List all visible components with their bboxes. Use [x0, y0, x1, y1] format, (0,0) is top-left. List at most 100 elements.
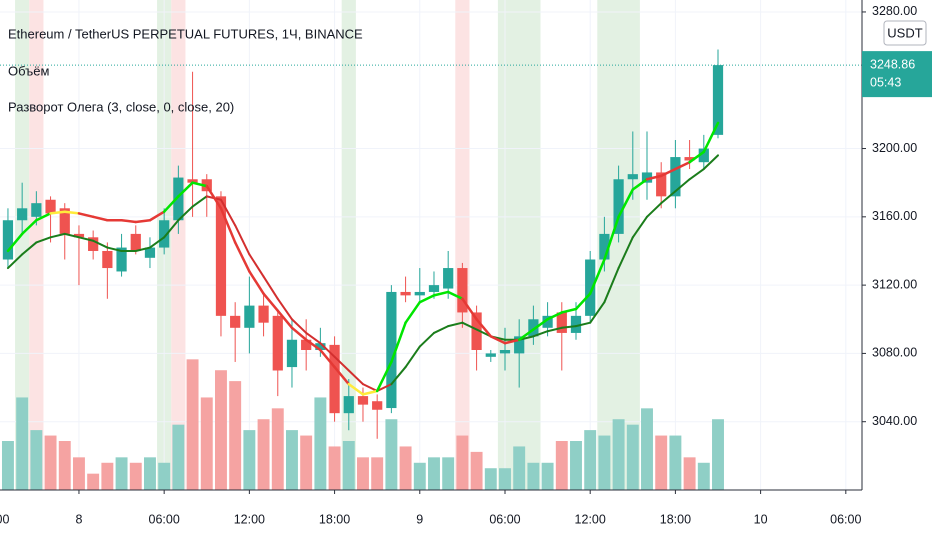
time-axis-bg	[0, 490, 932, 550]
slow-line	[148, 236, 166, 249]
candle-body	[528, 319, 539, 337]
fast-line	[276, 309, 294, 330]
candle-body	[187, 179, 198, 183]
slow-line	[276, 297, 293, 321]
fast-line	[148, 210, 166, 222]
y-tick-label: 3200.00	[872, 141, 917, 155]
candle-body	[698, 148, 709, 163]
y-tick-label: 3160.00	[872, 209, 917, 223]
indicator-label: Разворот Олега (3, close, 0, close, 20)	[8, 99, 234, 114]
volume-bar	[72, 457, 85, 490]
fast-line	[645, 174, 663, 181]
fast-line	[617, 188, 635, 219]
fast-line	[475, 318, 493, 338]
slow-line	[660, 190, 677, 205]
slow-line	[574, 321, 592, 328]
currency-box[interactable]	[883, 20, 927, 46]
volume-bar	[428, 457, 440, 490]
indicator-label: Объём	[8, 63, 49, 78]
slow-line	[92, 239, 109, 249]
candle-body	[684, 157, 695, 161]
slow-line	[432, 325, 450, 334]
candle-body	[627, 174, 638, 180]
candle-body	[514, 336, 525, 354]
volume-bar	[328, 446, 341, 490]
slow-line	[191, 195, 208, 208]
last-price-label: 3248.86	[870, 57, 915, 71]
volume-bar	[101, 462, 114, 490]
axes: 3040.00 3080.00 3120.00 3160.00 3200.00 3280.…	[0, 4, 932, 526]
candle-body	[670, 157, 681, 197]
fast-line	[347, 382, 365, 396]
slow-line	[546, 326, 563, 333]
fast-line	[588, 258, 606, 295]
candle-body	[102, 250, 113, 269]
candle-body	[215, 196, 227, 316]
slow-line	[688, 168, 705, 181]
slow-line	[163, 219, 180, 239]
fast-line	[248, 270, 265, 295]
fast-line	[702, 121, 720, 154]
candle-body	[414, 291, 425, 296]
volume-bar	[257, 419, 270, 490]
chart-title: Ethereum / TetherUS PERPETUAL FUTURES, 1…	[8, 26, 363, 41]
volume-bar	[456, 435, 469, 490]
candle-body	[173, 177, 184, 221]
candle-body	[471, 312, 482, 350]
slow-line	[674, 178, 691, 193]
fast-line	[20, 218, 38, 236]
volume-bar	[669, 435, 682, 490]
fast-line	[560, 307, 578, 314]
signal-band	[497, 0, 541, 490]
fast-line	[162, 195, 180, 213]
fast-line	[503, 338, 521, 345]
volume-bar	[186, 359, 199, 490]
slow-line	[234, 224, 251, 256]
candle-body	[244, 305, 255, 328]
fast-line	[390, 321, 407, 364]
fast-line	[361, 389, 379, 396]
candle-body	[159, 220, 170, 248]
fast-line	[233, 241, 251, 273]
volume-bar	[612, 419, 625, 490]
candle-body	[301, 339, 312, 350]
slow-line	[347, 369, 364, 386]
fast-line	[49, 210, 67, 215]
candle-body	[556, 312, 567, 333]
volume-bar	[399, 446, 412, 490]
volume-bar	[271, 408, 284, 490]
currency[interactable]: USDT	[887, 25, 922, 40]
candle-body	[372, 401, 383, 410]
volume-bar	[683, 457, 696, 490]
candle-body	[443, 268, 454, 289]
volume-bar	[413, 462, 426, 490]
fast-line	[319, 348, 336, 369]
candle-body	[73, 233, 85, 238]
fast-line	[546, 311, 564, 321]
volume-bar	[16, 397, 29, 490]
candle-body	[542, 315, 553, 328]
fast-line	[404, 300, 422, 324]
volume-bar	[172, 424, 185, 490]
slow-line	[617, 236, 634, 270]
volume-bar	[555, 441, 568, 490]
fast-line	[262, 292, 280, 312]
slow-line	[319, 342, 336, 358]
volume-bar	[158, 462, 171, 490]
candle-body	[116, 247, 127, 272]
volume-bar	[44, 435, 57, 490]
candle-body	[599, 233, 610, 260]
candle-body	[400, 291, 411, 296]
slow-line	[404, 345, 421, 369]
fast-line	[120, 218, 138, 224]
fast-line	[191, 181, 209, 188]
y-tick-label: 3280.00	[872, 4, 917, 18]
slow-line	[645, 202, 663, 218]
candle-body	[457, 268, 468, 313]
volume-bar	[470, 451, 483, 490]
candle-body	[386, 291, 397, 409]
fast-line	[688, 150, 706, 164]
volume-bar	[570, 441, 582, 490]
slow-line	[461, 321, 478, 331]
volume-bar	[30, 430, 43, 490]
